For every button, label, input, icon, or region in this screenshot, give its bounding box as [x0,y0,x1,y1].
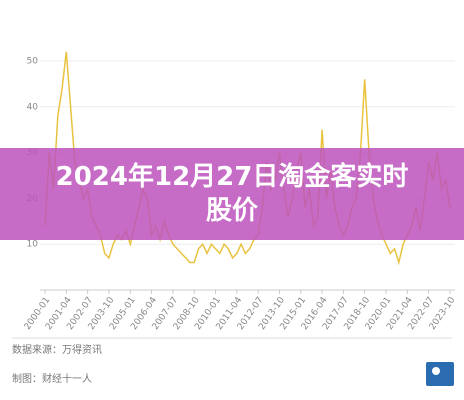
logo [426,362,454,386]
y-tick-label: 50 [27,57,39,67]
chart-title: 2024年12月27日淘金客实时股价 [55,162,409,226]
y-tick-label: 40 [27,102,39,112]
credit-note: 制图：财经十一人 [12,374,92,385]
y-tick-label: 10 [27,240,39,250]
source-note: 数据来源：万得资讯 [12,345,102,356]
logo-mark [432,367,440,375]
title-banner: 2024年12月27日淘金客实时股价 [0,148,464,240]
